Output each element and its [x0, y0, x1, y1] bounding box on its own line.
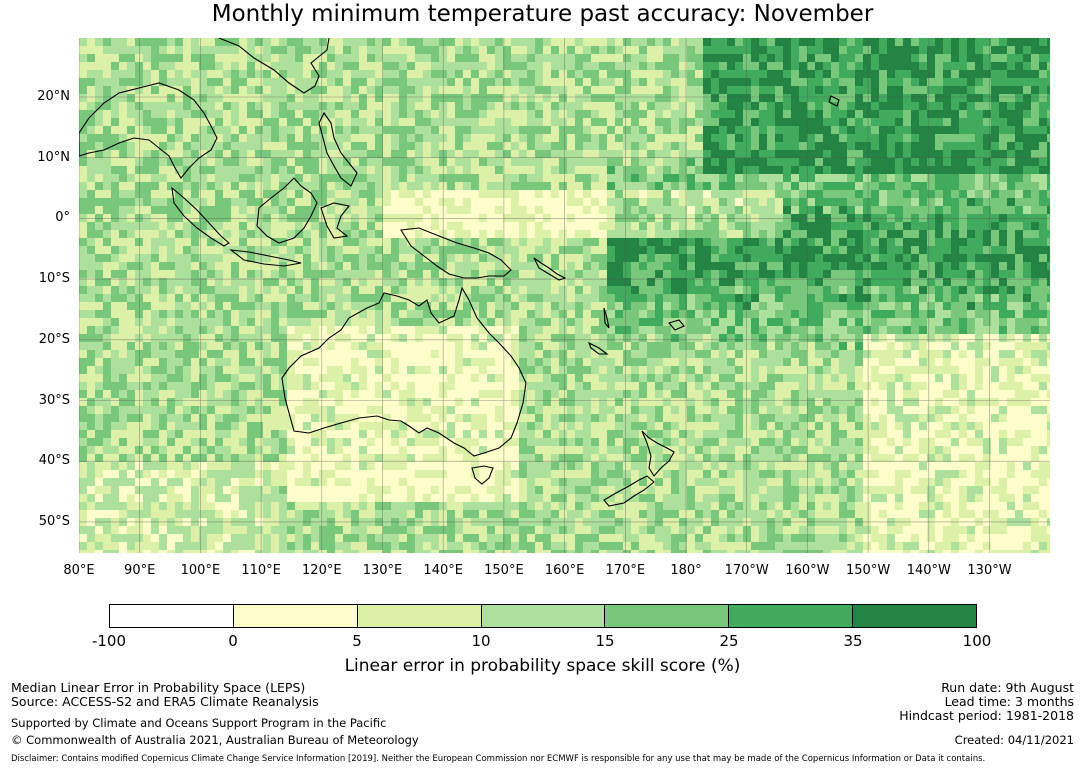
colorbar-segment	[110, 605, 234, 627]
colorbar	[109, 604, 977, 628]
longitude-label: 160°E	[544, 563, 585, 578]
solomon-islands-coastline	[533, 257, 567, 281]
colorbar-segment	[481, 605, 606, 627]
longitude-label: 120°E	[302, 563, 342, 578]
australia-coastline	[281, 286, 527, 457]
footer-method: Median Linear Error in Probability Space…	[11, 680, 306, 695]
longitude-label: 170°E	[605, 563, 646, 578]
colorbar-tick-label: 5	[352, 632, 362, 650]
fiji-coastline	[668, 319, 685, 331]
colorbar-segment	[605, 605, 730, 627]
footer-lead-time: Lead time: 3 months	[944, 694, 1074, 709]
hawaii-coastline	[828, 95, 840, 107]
java-coastline	[229, 249, 302, 267]
footer-disclaimer: Disclaimer: Contains modified Copernicus…	[11, 754, 986, 764]
colorbar-tick-label: 35	[843, 632, 863, 650]
latitude-label: 40°S	[38, 453, 70, 469]
latitude-label: 30°S	[38, 392, 70, 408]
map-title: Monthly minimum temperature past accurac…	[211, 1, 874, 27]
colorbar-tick-label: 15	[595, 632, 615, 650]
latitude-label: 20°N	[37, 89, 70, 104]
colorbar-tick-label: 25	[719, 632, 739, 650]
indochina-coastline	[79, 82, 218, 179]
colorbar-label: Linear error in probability space skill …	[344, 656, 741, 676]
borneo-coastline	[256, 177, 318, 244]
colorbar-tick-label: 100	[962, 632, 992, 650]
latitude-label: 50°S	[38, 513, 70, 529]
longitude-label: 90°E	[124, 563, 156, 578]
new-zealand-south-coastline	[603, 475, 655, 507]
new-guinea-coastline	[400, 227, 512, 279]
longitude-label: 80°E	[63, 563, 95, 578]
philippines-coastline	[318, 111, 358, 187]
colorbar-tick-label: 0	[228, 632, 238, 650]
sulawesi-coastline	[320, 202, 350, 239]
footer-created-date: Created: 04/11/2021	[954, 733, 1074, 747]
longitude-label: 140°W	[906, 563, 951, 578]
latitude-label: 0°	[55, 210, 70, 226]
footer-support: Supported by Climate and Oceans Support …	[11, 716, 387, 730]
latitude-label: 10°N	[37, 149, 70, 165]
footer-copyright: © Commonwealth of Australia 2021, Austra…	[11, 733, 419, 747]
skill-score-map	[79, 38, 1050, 553]
longitude-label: 100°E	[180, 563, 221, 578]
footer-hindcast-period: Hindcast period: 1981-2018	[899, 708, 1074, 723]
new-zealand-north-coastline	[641, 430, 675, 477]
colorbar-segment	[233, 605, 358, 627]
colorbar-segment	[729, 605, 854, 627]
longitude-label: 150°W	[846, 563, 891, 578]
latitude-label: 20°S	[38, 331, 70, 347]
china-coastline	[218, 38, 330, 94]
longitude-label: 110°E	[241, 563, 281, 578]
new-caledonia-coastline	[587, 341, 609, 355]
longitude-label: 180°	[670, 563, 702, 578]
graticule	[79, 38, 1050, 553]
colorbar-segment	[853, 605, 977, 627]
colorbar-tick-label: 10	[471, 632, 491, 650]
latitude-label: 10°S	[38, 271, 70, 287]
colorbar-tick-label: -100	[91, 632, 127, 650]
coastlines	[79, 38, 840, 507]
footer-run-date: Run date: 9th August	[941, 680, 1074, 695]
longitude-label: 130°E	[362, 563, 403, 578]
tasmania-coastline	[471, 465, 494, 485]
footer-source: Source: ACCESS-S2 and ERA5 Climate Reana…	[11, 694, 319, 709]
longitude-label: 140°E	[423, 563, 463, 578]
longitude-label: 130°W	[967, 563, 1012, 578]
longitude-label: 170°W	[724, 563, 769, 578]
longitude-label: 160°W	[785, 563, 830, 578]
longitude-label: 150°E	[484, 563, 524, 578]
vanuatu-coastline	[603, 307, 610, 329]
sumatra-coastline	[171, 186, 230, 247]
colorbar-segment	[357, 605, 482, 627]
